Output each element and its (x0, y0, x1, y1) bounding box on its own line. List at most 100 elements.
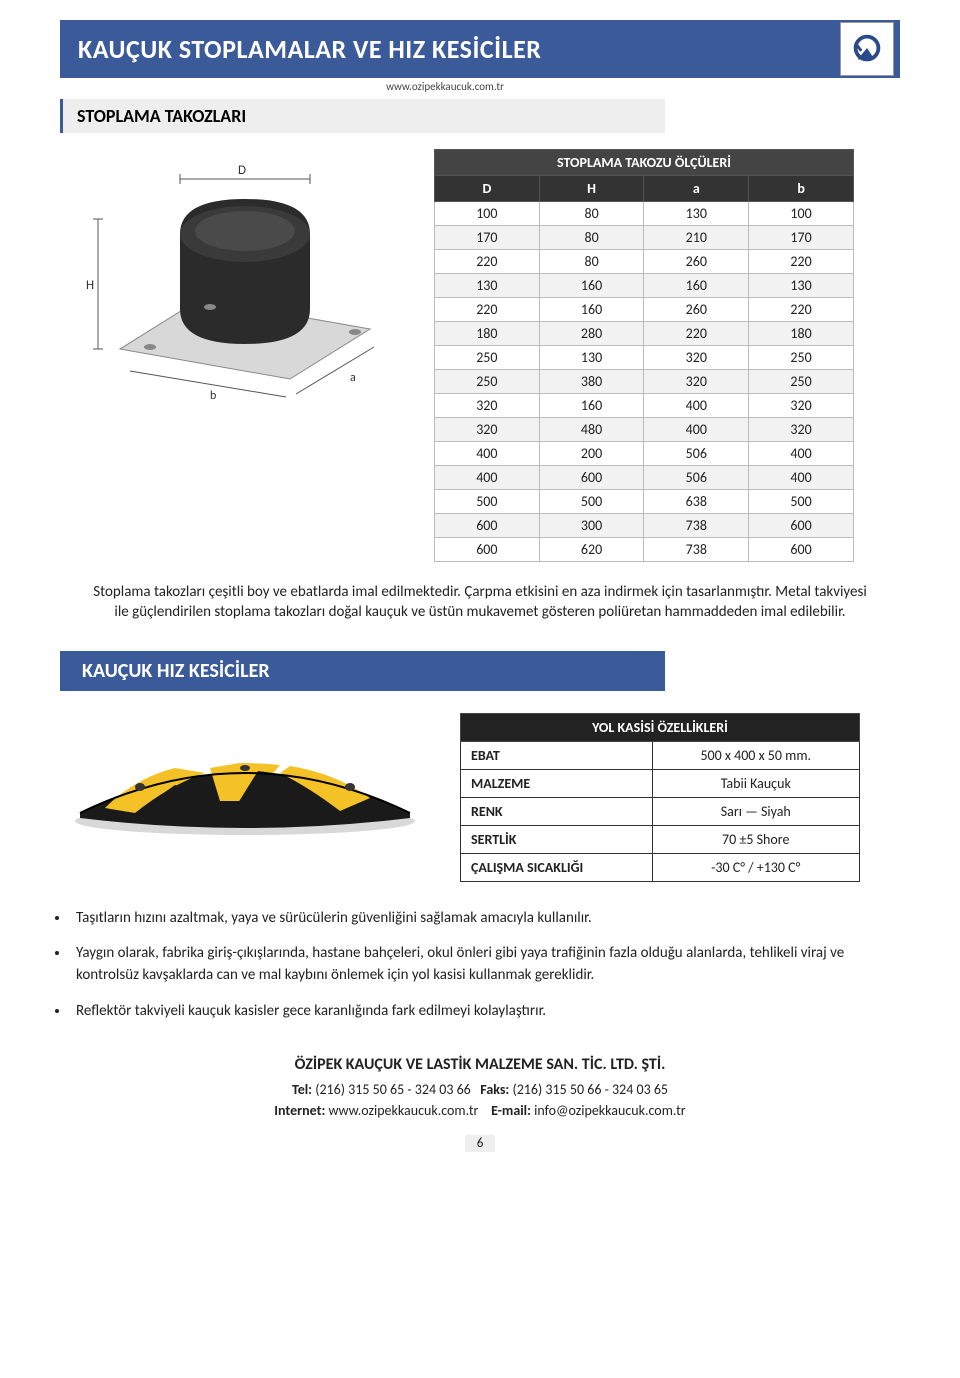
dim-cell: 506 (644, 442, 749, 466)
table-row: 400600506400 (435, 466, 854, 490)
footer: ÖZİPEK KAUÇUK VE LASTİK MALZEME SAN. TİC… (60, 1053, 900, 1121)
header-bar: KAUÇUK STOPLAMALAR VE HIZ KESİCİLER (60, 20, 900, 78)
email-label: E-mail: (491, 1102, 531, 1119)
dim-cell: 400 (435, 442, 540, 466)
spec-value: Sarı — Siyah (652, 797, 859, 825)
footer-company: ÖZİPEK KAUÇUK VE LASTİK MALZEME SAN. TİC… (60, 1053, 900, 1077)
dim-cell: 160 (539, 298, 644, 322)
tel-label: Tel: (292, 1081, 312, 1098)
dim-col-header: a (644, 176, 749, 202)
table-row: ÇALIŞMA SICAKLIĞI-30 C° / +130 C° (461, 853, 860, 881)
spec-label: RENK (461, 797, 653, 825)
dim-cell: 320 (435, 418, 540, 442)
dim-cell: 300 (539, 514, 644, 538)
dim-cell: 400 (644, 418, 749, 442)
logo-icon (848, 30, 886, 68)
dim-cell: 170 (435, 226, 540, 250)
dim-cell: 100 (749, 202, 854, 226)
table-row: 400200506400 (435, 442, 854, 466)
dim-cell: 280 (539, 322, 644, 346)
dim-cell: 380 (539, 370, 644, 394)
list-item: Taşıtların hızını azaltmak, yaya ve sürü… (70, 908, 900, 930)
spec-value: Tabii Kauçuk (652, 769, 859, 797)
dim-cell: 600 (435, 538, 540, 562)
dim-cell: 320 (749, 394, 854, 418)
tel-value: (216) 315 50 65 - 324 03 66 (315, 1081, 471, 1098)
list-item: Reflektör takviyeli kauçuk kasisler gece… (70, 1001, 900, 1023)
table-row: 600620738600 (435, 538, 854, 562)
dim-cell: 738 (644, 514, 749, 538)
table-row: SERTLİK70 ±5 Shore (461, 825, 860, 853)
page-title: KAUÇUK STOPLAMALAR VE HIZ KESİCİLER (78, 33, 541, 65)
email-value: info@ozipekkaucuk.com.tr (534, 1102, 686, 1119)
dim-cell: 620 (539, 538, 644, 562)
dim-cell: 738 (644, 538, 749, 562)
dim-cell: 600 (539, 466, 644, 490)
dim-cell: 160 (644, 274, 749, 298)
dim-cell: 400 (749, 442, 854, 466)
dim-cell: 130 (435, 274, 540, 298)
svg-text:H: H (86, 278, 94, 293)
table-row: 600300738600 (435, 514, 854, 538)
dim-cell: 250 (749, 370, 854, 394)
faks-value: (216) 315 50 66 - 324 03 65 (512, 1081, 668, 1098)
table-row: MALZEMETabii Kauçuk (461, 769, 860, 797)
table-row: 180280220180 (435, 322, 854, 346)
dim-col-header: H (539, 176, 644, 202)
table-row: 10080130100 (435, 202, 854, 226)
svg-text:a: a (350, 371, 356, 385)
table-row: 17080210170 (435, 226, 854, 250)
svg-text:b: b (210, 389, 216, 403)
dim-cell: 180 (749, 322, 854, 346)
dim-cell: 500 (539, 490, 644, 514)
page-number: 6 (465, 1135, 495, 1152)
internet-label: Internet: (274, 1102, 325, 1119)
section1-title: STOPLAMA TAKOZLARI (60, 99, 665, 133)
dim-cell: 320 (749, 418, 854, 442)
dim-cell: 250 (749, 346, 854, 370)
spec-value: 500 x 400 x 50 mm. (652, 741, 859, 769)
dim-cell: 100 (435, 202, 540, 226)
spec-label: SERTLİK (461, 825, 653, 853)
dim-cell: 220 (644, 322, 749, 346)
spec-value: -30 C° / +130 C° (652, 853, 859, 881)
dim-cell: 250 (435, 346, 540, 370)
dim-cell: 220 (749, 250, 854, 274)
brand-logo (840, 22, 894, 76)
dimension-table: STOPLAMA TAKOZU ÖLÇÜLERİ DHab 1008013010… (434, 149, 854, 562)
internet-value: www.ozipekkaucuk.com.tr (328, 1102, 478, 1119)
dim-cell: 220 (435, 250, 540, 274)
section1-paragraph: Stoplama takozları çeşitli boy ve ebatla… (90, 582, 870, 623)
table-row: 250130320250 (435, 346, 854, 370)
dim-cell: 400 (644, 394, 749, 418)
dim-cell: 320 (435, 394, 540, 418)
dim-cell: 638 (644, 490, 749, 514)
spec-value: 70 ±5 Shore (652, 825, 859, 853)
table-row: 250380320250 (435, 370, 854, 394)
dim-cell: 500 (435, 490, 540, 514)
dim-cell: 170 (749, 226, 854, 250)
dim-cell: 130 (539, 346, 644, 370)
table-row: 220160260220 (435, 298, 854, 322)
footer-contact-line1: Tel: (216) 315 50 65 - 324 03 66 Faks: (… (60, 1079, 900, 1100)
speed-bump-image (60, 713, 430, 843)
table-row: 320160400320 (435, 394, 854, 418)
spec-label: EBAT (461, 741, 653, 769)
dim-cell: 80 (539, 202, 644, 226)
dim-cell: 506 (644, 466, 749, 490)
table-row: 130160160130 (435, 274, 854, 298)
svg-text:D: D (238, 163, 246, 178)
dim-cell: 80 (539, 226, 644, 250)
dim-cell: 480 (539, 418, 644, 442)
header-website: www.ozipekkaucuk.com.tr (60, 80, 900, 93)
spec-table-title: YOL KASİSİ ÖZELLİKLERİ (461, 713, 860, 741)
spec-table: YOL KASİSİ ÖZELLİKLERİ EBAT500 x 400 x 5… (460, 713, 860, 882)
dim-cell: 320 (644, 370, 749, 394)
dim-cell: 130 (749, 274, 854, 298)
dim-col-header: D (435, 176, 540, 202)
footer-contact-line2: Internet: www.ozipekkaucuk.com.tr E-mail… (60, 1100, 900, 1121)
dim-cell: 160 (539, 394, 644, 418)
dim-cell: 260 (644, 298, 749, 322)
dim-cell: 130 (644, 202, 749, 226)
dim-cell: 220 (435, 298, 540, 322)
